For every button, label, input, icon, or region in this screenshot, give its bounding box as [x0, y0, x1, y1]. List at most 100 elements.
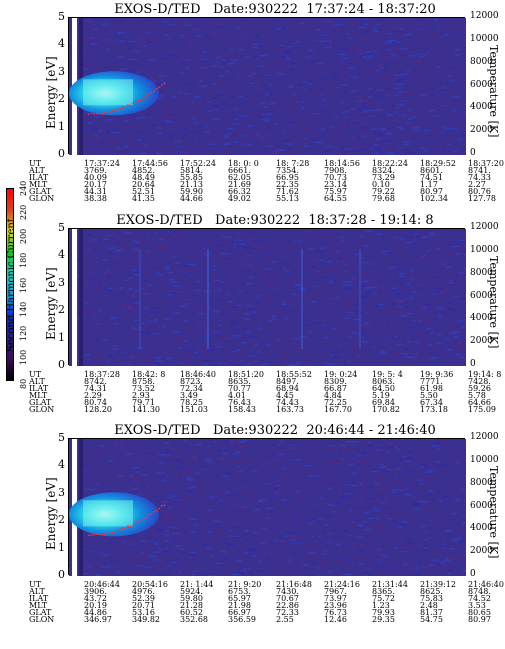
- table-cell: 8741.: [468, 166, 491, 175]
- speckle: [83, 343, 87, 346]
- speckle: [306, 236, 313, 239]
- speckle: [258, 527, 263, 530]
- speckle: [363, 23, 368, 26]
- speckle: [411, 152, 417, 154]
- y2-tick-label: 10000: [470, 244, 499, 255]
- temperature-point: [137, 99, 140, 102]
- speckle: [432, 132, 438, 135]
- speckle: [98, 23, 103, 25]
- speckle: [343, 270, 346, 272]
- speckle: [359, 312, 364, 314]
- speckle: [340, 322, 348, 324]
- speckle: [461, 517, 464, 520]
- speckle: [301, 324, 308, 326]
- speckle: [439, 562, 445, 564]
- speckle: [86, 281, 89, 284]
- speckle: [382, 289, 388, 291]
- speckle: [415, 116, 420, 118]
- speckle: [282, 513, 290, 516]
- speckle: [117, 32, 121, 34]
- speckle: [378, 450, 384, 453]
- speckle: [282, 327, 288, 330]
- speckle: [204, 547, 213, 550]
- speckle: [176, 498, 180, 501]
- speckle: [378, 466, 386, 469]
- speckle: [187, 263, 196, 265]
- speckle: [220, 557, 228, 560]
- speckle: [409, 295, 413, 298]
- speckle: [428, 564, 436, 567]
- speckle: [337, 136, 344, 138]
- speckle: [243, 490, 247, 492]
- speckle: [328, 297, 333, 300]
- speckle: [254, 136, 260, 138]
- speckle: [129, 287, 133, 290]
- y-axis-label: Energy [eV]: [44, 267, 58, 340]
- speckle: [254, 514, 259, 516]
- speckle: [417, 479, 424, 481]
- speckle: [393, 68, 398, 70]
- speckle: [381, 36, 385, 38]
- speckle: [293, 540, 296, 543]
- speckle: [164, 455, 169, 458]
- speckle: [225, 136, 229, 139]
- speckle: [329, 63, 335, 65]
- speckle: [252, 258, 256, 260]
- speckle: [176, 548, 182, 550]
- speckle: [262, 118, 271, 120]
- speckle: [277, 444, 281, 446]
- speckle: [261, 363, 269, 366]
- speckle: [172, 312, 180, 314]
- speckle: [324, 40, 333, 43]
- table-cell: 70.73: [324, 173, 347, 182]
- speckle: [212, 264, 218, 267]
- temperature-point: [101, 533, 103, 536]
- speckle: [430, 567, 433, 569]
- speckle: [174, 501, 178, 503]
- speckle: [375, 76, 384, 78]
- temperature-point: [155, 509, 158, 512]
- speckle: [172, 331, 181, 334]
- speckle: [154, 232, 158, 234]
- speckle: [387, 451, 391, 453]
- speckle: [346, 67, 355, 70]
- speckle: [390, 35, 393, 38]
- speckle: [338, 343, 342, 346]
- speckle: [415, 565, 418, 567]
- speckle: [203, 360, 212, 362]
- speckle: [162, 244, 170, 246]
- speckle: [438, 55, 447, 58]
- table-cell: 20.17: [84, 180, 107, 189]
- speckle: [401, 307, 405, 309]
- speckle: [273, 151, 280, 154]
- speckle: [351, 443, 354, 446]
- speckle: [434, 272, 440, 275]
- speckle: [345, 33, 351, 35]
- speckle: [323, 341, 328, 343]
- speckle: [183, 356, 191, 359]
- temperature-point: [119, 107, 122, 110]
- speckle: [220, 460, 228, 462]
- speckle: [313, 145, 316, 147]
- speckle: [209, 312, 213, 314]
- speckle: [269, 495, 275, 498]
- speckle: [198, 80, 203, 82]
- speckle: [156, 357, 162, 359]
- table-cell: 80.97: [468, 615, 491, 624]
- speckle: [186, 327, 192, 330]
- speckle: [350, 90, 358, 92]
- table-cell: 8723.: [180, 377, 203, 386]
- speckle: [163, 116, 171, 118]
- speckle: [128, 277, 133, 279]
- table-cell: 127.78: [468, 194, 496, 203]
- speckle: [227, 300, 234, 303]
- speckle: [191, 100, 196, 103]
- speckle: [438, 445, 444, 448]
- speckle: [112, 322, 119, 325]
- speckle: [238, 96, 243, 98]
- speckle: [251, 547, 258, 550]
- speckle: [351, 563, 356, 565]
- speckle: [316, 62, 324, 65]
- speckle: [377, 108, 382, 110]
- temperature-point: [132, 102, 135, 105]
